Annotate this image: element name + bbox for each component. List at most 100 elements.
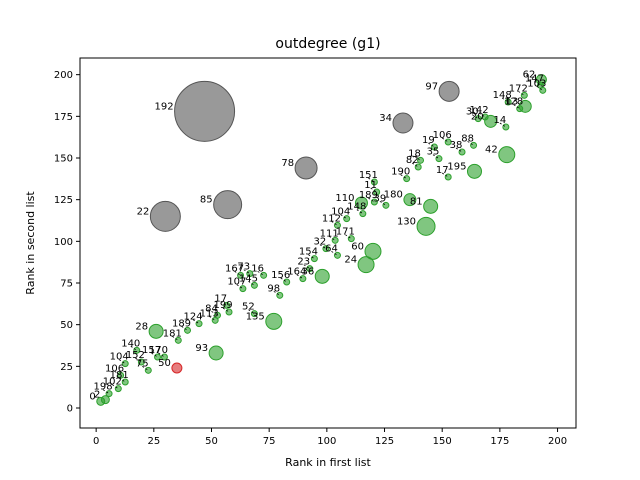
point-annotation: 156 xyxy=(271,270,290,281)
data-point xyxy=(314,268,330,284)
data-point xyxy=(239,285,247,293)
label-connector xyxy=(181,326,188,331)
data-point-label: 195 xyxy=(447,161,466,172)
data-point xyxy=(174,336,182,344)
label-connector xyxy=(478,112,486,118)
data-point-label: 62 xyxy=(523,70,536,81)
point-annotation: 148 xyxy=(493,90,512,101)
data-point xyxy=(96,396,106,406)
label-connector xyxy=(441,172,449,178)
point-annotation: 189 xyxy=(172,318,191,329)
label-connector xyxy=(130,346,137,351)
data-point xyxy=(184,326,192,334)
x-axis: 0 25 50 75 100 125 150 175 200 xyxy=(93,428,567,447)
data-point xyxy=(160,353,168,361)
data-point xyxy=(121,378,129,386)
label-connector xyxy=(118,377,126,383)
data-point xyxy=(474,115,482,123)
data-point-label: 85 xyxy=(200,195,213,206)
label-connector xyxy=(243,269,251,274)
data-point xyxy=(299,275,307,283)
data-point xyxy=(117,371,125,379)
label-connector xyxy=(414,156,421,161)
data-point xyxy=(502,123,510,131)
point-annotation: 16 xyxy=(251,263,264,274)
data-point xyxy=(154,353,162,361)
data-point xyxy=(417,156,425,164)
x-tick-label: 75 xyxy=(263,436,276,447)
data-point xyxy=(208,345,224,361)
label-connector xyxy=(114,371,121,376)
label-connector xyxy=(112,384,119,389)
label-connector xyxy=(518,91,525,96)
data-point-label: 180 xyxy=(384,190,403,201)
data-point xyxy=(310,255,318,263)
data-point xyxy=(423,198,439,214)
label-connector xyxy=(257,271,264,276)
label-connector xyxy=(379,201,387,206)
data-point xyxy=(498,146,516,164)
data-point-label: 78 xyxy=(281,158,294,169)
point-annotation: 11 xyxy=(364,180,377,191)
data-point xyxy=(370,178,378,186)
label-connector xyxy=(296,274,304,279)
data-point xyxy=(144,366,152,374)
point-annotation: 113 xyxy=(200,308,219,319)
point-annotation: 38 xyxy=(450,140,463,151)
x-tick-label: 200 xyxy=(548,436,567,447)
point-annotation: 172 xyxy=(509,83,528,94)
y-tick-label: 125 xyxy=(54,195,73,206)
y-tick-label: 25 xyxy=(60,362,73,373)
point-annotation: 102 xyxy=(103,377,122,388)
data-point xyxy=(306,265,314,273)
data-point xyxy=(237,271,245,279)
data-point xyxy=(105,390,113,398)
point-annotation: 111 xyxy=(320,228,339,239)
y-tick-label: 100 xyxy=(54,237,73,248)
point-annotation: 18 xyxy=(408,148,421,159)
label-connector xyxy=(236,284,244,289)
data-point-label: 2 xyxy=(94,390,100,401)
x-tick-label: 25 xyxy=(147,436,160,447)
point-annotation: 181 xyxy=(163,328,182,339)
plot-frame xyxy=(79,57,577,429)
data-point xyxy=(403,193,417,207)
data-point xyxy=(283,278,291,286)
data-point-label: 34 xyxy=(379,113,392,124)
point-annotation: 171 xyxy=(336,227,355,238)
label-connector xyxy=(211,311,218,316)
data-point xyxy=(213,190,243,220)
data-point xyxy=(331,236,339,244)
data-point xyxy=(171,362,183,374)
point-annotation: 151 xyxy=(359,170,378,181)
data-point xyxy=(444,138,452,146)
point-annotation: 181 xyxy=(110,370,129,381)
x-tick-label: 0 xyxy=(93,436,99,447)
point-annotation: 140 xyxy=(121,338,140,349)
point-annotation: 106 xyxy=(433,130,452,141)
point-annotation: 198 xyxy=(94,382,113,393)
data-point-label: 110 xyxy=(335,193,354,204)
data-point xyxy=(414,163,422,171)
data-point xyxy=(354,196,368,210)
label-connector xyxy=(248,281,255,286)
data-point xyxy=(223,301,231,309)
label-connector xyxy=(428,142,435,148)
data-marks xyxy=(96,74,547,406)
data-point-label: 22 xyxy=(137,206,150,217)
data-point xyxy=(343,215,351,223)
point-annotation: 82 xyxy=(406,155,419,166)
data-point-label: 97 xyxy=(425,81,438,92)
data-point xyxy=(504,98,512,106)
data-point xyxy=(520,91,528,99)
point-annotation: 154 xyxy=(299,247,318,258)
data-point-label: 24 xyxy=(344,255,357,266)
point-annotation: 157 xyxy=(142,345,161,356)
x-axis-label: Rank in first list xyxy=(285,456,371,469)
y-tick-label: 75 xyxy=(60,279,73,290)
data-point xyxy=(265,312,283,330)
label-connector xyxy=(158,352,165,358)
point-annotation: 32 xyxy=(314,237,327,248)
